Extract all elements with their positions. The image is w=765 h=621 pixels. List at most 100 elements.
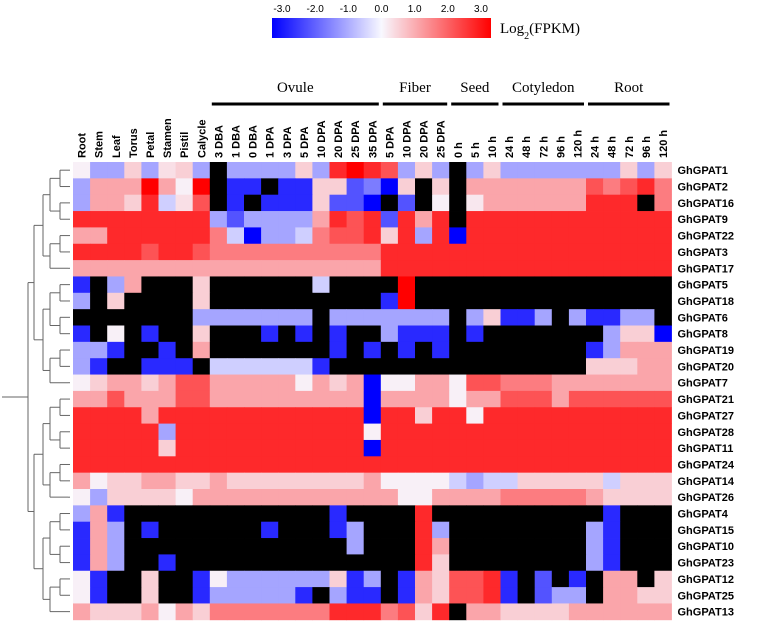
heatmap-cell xyxy=(397,243,416,261)
row-label: GhGPAT19 xyxy=(678,345,734,357)
heatmap-cell xyxy=(261,260,279,277)
heatmap-cell xyxy=(500,521,518,539)
heatmap-cell xyxy=(568,309,587,326)
heatmap-cell xyxy=(568,439,587,457)
legend-tick-label: -1.0 xyxy=(340,4,358,15)
heatmap-cell xyxy=(415,521,433,539)
heatmap-cell xyxy=(175,472,194,490)
heatmap-cell xyxy=(517,390,536,408)
heatmap-cell xyxy=(449,489,467,506)
heatmap-cell xyxy=(90,505,108,523)
heatmap-cell xyxy=(483,570,501,588)
heatmap-cell xyxy=(415,505,433,523)
heatmap-cell xyxy=(603,178,621,196)
heatmap-cell xyxy=(73,505,91,523)
heatmap-cell xyxy=(158,456,176,474)
heatmap-cell xyxy=(346,341,365,359)
heatmap-cell xyxy=(637,390,655,408)
heatmap-cell xyxy=(363,358,382,375)
heatmap-cell xyxy=(432,456,450,474)
heatmap-cell xyxy=(278,276,296,294)
heatmap-cell xyxy=(397,276,416,294)
heatmap-cell xyxy=(415,439,433,457)
heatmap-cell xyxy=(551,603,570,621)
heatmap-cell xyxy=(449,472,467,490)
heatmap-cell xyxy=(192,456,211,474)
heatmap-cell xyxy=(620,292,638,310)
heatmap-cell xyxy=(415,341,433,359)
heatmap-cell xyxy=(158,554,176,572)
heatmap-cell xyxy=(175,374,194,392)
heatmap-cell xyxy=(278,194,296,212)
heatmap-cell xyxy=(295,587,313,604)
heatmap-cell xyxy=(329,505,347,523)
heatmap-cell xyxy=(500,390,518,408)
heatmap-cell xyxy=(363,243,382,261)
heatmap-cell xyxy=(483,243,501,261)
heatmap-cell xyxy=(551,439,570,457)
heatmap-cell xyxy=(107,587,125,604)
heatmap-cell xyxy=(551,407,570,424)
heatmap-cell xyxy=(261,538,279,555)
heatmap-cell xyxy=(432,194,450,212)
row-label: GhGPAT26 xyxy=(678,492,734,504)
heatmap-cell xyxy=(363,489,382,506)
heatmap-cell xyxy=(483,276,501,294)
heatmap-cell xyxy=(466,162,484,179)
heatmap-cell xyxy=(158,309,176,326)
heatmap-cell xyxy=(192,276,211,294)
heatmap-cell xyxy=(620,505,638,523)
heatmap-cell xyxy=(312,472,330,490)
heatmap-cell xyxy=(107,456,125,474)
heatmap-cell xyxy=(295,260,313,277)
heatmap-cell xyxy=(551,243,570,261)
heatmap-cell xyxy=(124,603,142,621)
heatmap-cell xyxy=(226,374,245,392)
heatmap-cell xyxy=(551,309,570,326)
heatmap-cell xyxy=(449,456,467,474)
heatmap-cell xyxy=(466,341,484,359)
heatmap-cell xyxy=(209,194,228,212)
legend-tick-label: 0.0 xyxy=(375,4,389,15)
heatmap-cell xyxy=(620,374,638,392)
row-label: GhGPAT16 xyxy=(678,198,734,210)
heatmap-cell xyxy=(209,407,228,424)
heatmap-cell xyxy=(449,162,467,179)
column-label: Root xyxy=(77,133,89,158)
heatmap-cell xyxy=(551,456,570,474)
heatmap-cell xyxy=(397,260,416,277)
heatmap-cell xyxy=(551,178,570,196)
heatmap-cell xyxy=(568,407,587,424)
heatmap-cell xyxy=(73,162,91,179)
row-label: GhGPAT23 xyxy=(678,558,734,570)
heatmap-cell xyxy=(175,505,194,523)
heatmap-cell xyxy=(620,358,638,375)
heatmap-cell xyxy=(415,292,433,310)
row-label: GhGPAT6 xyxy=(678,312,728,324)
row-label: GhGPAT14 xyxy=(678,476,735,488)
heatmap-cell xyxy=(654,439,672,457)
heatmap-cell xyxy=(329,407,347,424)
heatmap-cell xyxy=(312,243,330,261)
heatmap-cell xyxy=(380,243,399,261)
heatmap-cell xyxy=(209,309,228,326)
heatmap-cell xyxy=(603,587,621,604)
column-label: 5 DPA xyxy=(384,126,396,158)
heatmap-cell xyxy=(603,439,621,457)
heatmap-cell xyxy=(466,521,484,539)
row-label: GhGPAT7 xyxy=(678,378,728,390)
heatmap-cell xyxy=(483,227,501,245)
heatmap-cell xyxy=(432,521,450,539)
heatmap-cell xyxy=(397,211,416,228)
heatmap-cell xyxy=(380,521,399,539)
heatmap-cell xyxy=(380,276,399,294)
heatmap-cell xyxy=(603,194,621,212)
heatmap-cell xyxy=(346,423,365,441)
column-label: 72 h xyxy=(538,136,550,158)
heatmap-cell xyxy=(90,390,108,408)
heatmap-cell xyxy=(517,292,536,310)
heatmap-cell xyxy=(209,390,228,408)
heatmap-cell xyxy=(346,521,365,539)
heatmap-cell xyxy=(517,570,536,588)
heatmap-cell xyxy=(175,603,194,621)
